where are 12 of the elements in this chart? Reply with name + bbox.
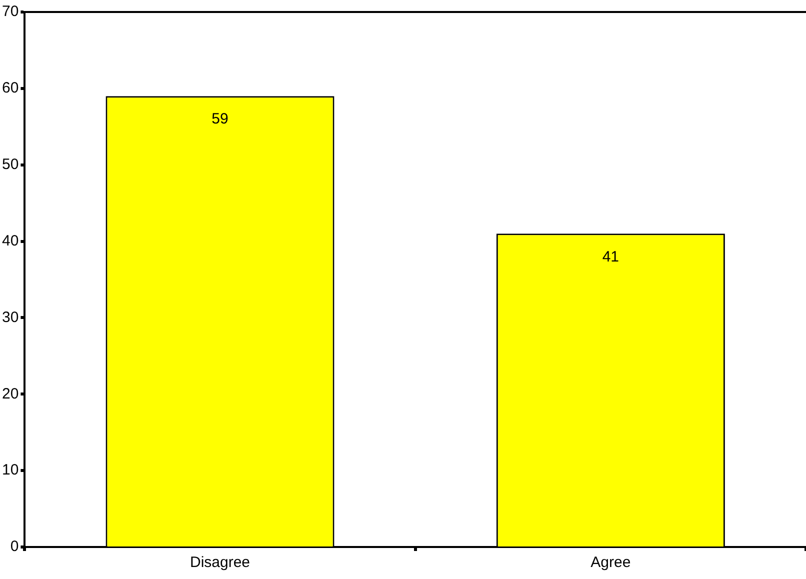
y-tick-label: 40 <box>2 232 19 250</box>
data-label: 41 <box>602 248 620 266</box>
y-tick-label: 70 <box>2 3 19 20</box>
y-tick-label: 60 <box>2 80 19 97</box>
y-tick-label: 20 <box>2 385 19 402</box>
x-tick-label: Disagree <box>190 554 250 572</box>
data-label: 59 <box>212 110 228 128</box>
y-tick-label: 0 <box>10 538 19 556</box>
y-tick-label: 10 <box>2 462 19 479</box>
y-tick-label: 30 <box>2 308 19 326</box>
y-tick-label: 50 <box>2 156 19 173</box>
x-tick-label: Agree <box>590 554 631 572</box>
